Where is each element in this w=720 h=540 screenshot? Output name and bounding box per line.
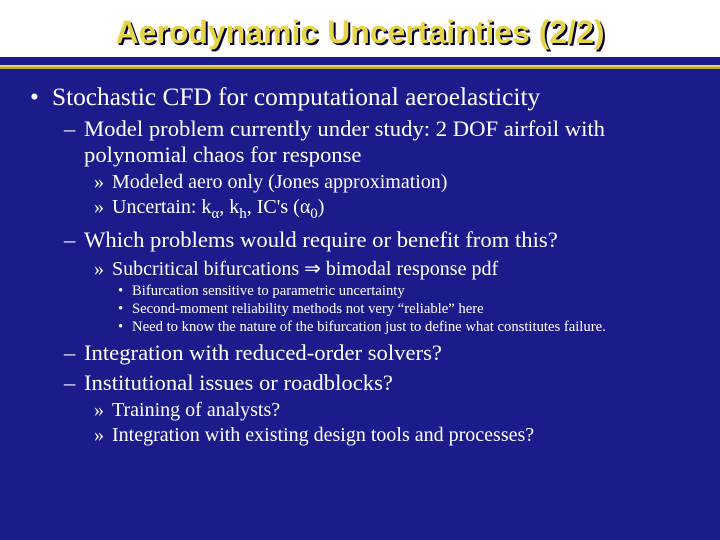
bullet-text-lvl3: Integration with existing design tools a… xyxy=(112,424,690,447)
bullet-glyph-lvl2: – xyxy=(64,370,84,396)
bullet-text-lvl3: Training of analysts? xyxy=(112,399,690,422)
bullet-list-lvl3: »Training of analysts?»Integration with … xyxy=(94,399,690,447)
bullet-text-lvl3: Subcritical bifurcations ⇒ bimodal respo… xyxy=(112,256,690,281)
bullet-glyph-lvl4: • xyxy=(118,283,132,300)
bullet-item-lvl3: »Subcritical bifurcations ⇒ bimodal resp… xyxy=(94,256,690,336)
bullet-item-lvl1: •Stochastic CFD for computational aeroel… xyxy=(30,83,690,447)
bullet-text-lvl2: Integration with reduced-order solvers? xyxy=(84,340,690,366)
title-area: Aerodynamic Uncertainties (2/2) xyxy=(0,0,720,57)
bullet-text-lvl2: Which problems would require or benefit … xyxy=(84,227,690,253)
bullet-glyph-lvl3: » xyxy=(94,424,112,447)
bullet-text-lvl4: Bifurcation sensitive to parametric unce… xyxy=(132,283,690,300)
bullet-text-lvl3: Modeled aero only (Jones approximation) xyxy=(112,171,690,194)
bullet-list-lvl4: •Bifurcation sensitive to parametric unc… xyxy=(118,283,690,336)
bullet-text-lvl3: Uncertain: kα, kh, IC's (α0) xyxy=(112,196,690,223)
bullet-item-lvl2: –Integration with reduced-order solvers? xyxy=(64,340,690,366)
slide-content: •Stochastic CFD for computational aeroel… xyxy=(0,69,720,461)
bullet-glyph-lvl2: – xyxy=(64,340,84,366)
bullet-list-lvl3: »Subcritical bifurcations ⇒ bimodal resp… xyxy=(94,256,690,336)
bullet-item-lvl2: –Model problem currently under study: 2 … xyxy=(64,116,690,223)
bullet-glyph-lvl3: » xyxy=(94,171,112,194)
slide: Aerodynamic Uncertainties (2/2) •Stochas… xyxy=(0,0,720,540)
bullet-text-lvl4: Need to know the nature of the bifurcati… xyxy=(132,319,690,336)
bullet-glyph-lvl4: • xyxy=(118,319,132,336)
bullet-item-lvl2: –Institutional issues or roadblocks? »Tra… xyxy=(64,370,690,447)
bullet-list-lvl1: •Stochastic CFD for computational aeroel… xyxy=(30,83,690,447)
bullet-item-lvl4: •Need to know the nature of the bifurcat… xyxy=(118,319,690,336)
bullet-item-lvl3: »Training of analysts? xyxy=(94,399,690,422)
bullet-text-lvl4: Second-moment reliability methods not ve… xyxy=(132,301,690,318)
bullet-text-lvl2: Model problem currently under study: 2 D… xyxy=(84,116,690,168)
bullet-glyph-lvl1: • xyxy=(30,83,52,112)
bullet-item-lvl2: –Which problems would require or benefit… xyxy=(64,227,690,336)
bullet-text-lvl1: Stochastic CFD for computational aeroela… xyxy=(52,83,690,112)
bullet-glyph-lvl2: – xyxy=(64,227,84,253)
bullet-glyph-lvl4: • xyxy=(118,301,132,318)
bullet-text-lvl2: Institutional issues or roadblocks? xyxy=(84,370,690,396)
bullet-item-lvl3: »Modeled aero only (Jones approximation) xyxy=(94,171,690,194)
bullet-item-lvl3: »Uncertain: kα, kh, IC's (α0) xyxy=(94,196,690,223)
bullet-glyph-lvl3: » xyxy=(94,258,112,281)
bullet-list-lvl2: –Model problem currently under study: 2 … xyxy=(64,116,690,447)
bullet-item-lvl4: •Second-moment reliability methods not v… xyxy=(118,301,690,318)
bullet-glyph-lvl3: » xyxy=(94,399,112,422)
slide-title: Aerodynamic Uncertainties (2/2) xyxy=(0,14,720,51)
bullet-glyph-lvl3: » xyxy=(94,196,112,219)
bullet-item-lvl3: »Integration with existing design tools … xyxy=(94,424,690,447)
bullet-item-lvl4: •Bifurcation sensitive to parametric unc… xyxy=(118,283,690,300)
bullet-glyph-lvl2: – xyxy=(64,116,84,142)
bullet-list-lvl3: »Modeled aero only (Jones approximation)… xyxy=(94,171,690,223)
